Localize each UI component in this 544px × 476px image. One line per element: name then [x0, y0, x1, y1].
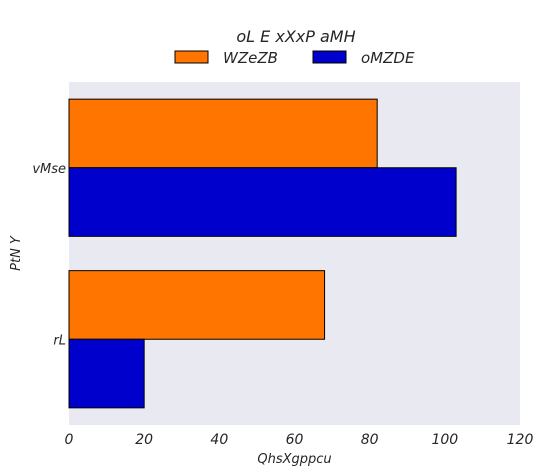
y-tick-labels: vMse rL — [32, 162, 66, 349]
legend-swatch-oMZDE — [312, 50, 347, 64]
legend: oL E xXxP aMH WZeZB oMZDE — [174, 27, 415, 67]
x-tick-label: 20 — [135, 432, 153, 448]
legend-items: WZeZB oMZDE — [174, 49, 415, 67]
x-tick-label: 0 — [65, 432, 74, 448]
x-tick-label: 120 — [507, 432, 534, 448]
legend-label-WZeZB: WZeZB — [223, 49, 278, 67]
x-tick-label: 60 — [286, 432, 304, 448]
x-axis-label: QhsXgppcu — [257, 452, 331, 467]
y-tick-label: rL — [53, 333, 66, 348]
bar-WZeZB-rL — [68, 270, 326, 340]
x-tick-labels: 0 20 40 60 80 100 120 — [65, 432, 534, 448]
bar-oMZDE-rL — [68, 338, 145, 409]
x-tick-label: 40 — [210, 432, 228, 448]
bars-group — [68, 98, 457, 409]
x-tick-label: 80 — [361, 432, 379, 448]
y-tick-label: vMse — [32, 162, 66, 177]
legend-title: oL E xXxP aMH — [236, 27, 355, 46]
bar-oMZDE-vMse — [68, 167, 457, 237]
legend-label-oMZDE: oMZDE — [361, 49, 415, 67]
bar-WZeZB-vMse — [68, 98, 378, 169]
x-tick-label: 100 — [431, 432, 458, 448]
legend-swatch-WZeZB — [174, 50, 209, 64]
y-axis-label: PtN Y — [9, 235, 24, 271]
